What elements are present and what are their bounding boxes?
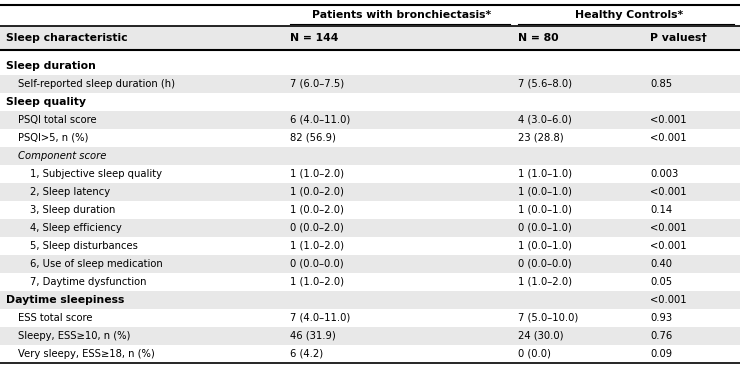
Bar bbox=[0, 345, 740, 363]
Bar bbox=[0, 75, 740, 93]
Text: 1 (1.0–2.0): 1 (1.0–2.0) bbox=[290, 169, 344, 179]
Text: 0 (0.0–0.0): 0 (0.0–0.0) bbox=[518, 259, 571, 269]
Text: Sleep quality: Sleep quality bbox=[6, 97, 86, 107]
Bar bbox=[0, 165, 740, 183]
Text: <0.001: <0.001 bbox=[650, 115, 687, 125]
Text: 1 (1.0–2.0): 1 (1.0–2.0) bbox=[518, 277, 572, 287]
Text: 0 (0.0–2.0): 0 (0.0–2.0) bbox=[290, 223, 344, 233]
Bar bbox=[0, 273, 740, 291]
Text: 23 (28.8): 23 (28.8) bbox=[518, 133, 564, 143]
Text: 0.003: 0.003 bbox=[650, 169, 679, 179]
Bar bbox=[0, 201, 740, 219]
Text: <0.001: <0.001 bbox=[650, 133, 687, 143]
Text: 1 (0.0–1.0): 1 (0.0–1.0) bbox=[518, 205, 572, 215]
Bar bbox=[0, 255, 740, 273]
Bar bbox=[0, 57, 740, 75]
Text: Sleep characteristic: Sleep characteristic bbox=[6, 33, 127, 43]
Bar bbox=[0, 93, 740, 111]
Text: N = 144: N = 144 bbox=[290, 33, 338, 43]
Text: 1 (1.0–1.0): 1 (1.0–1.0) bbox=[518, 169, 572, 179]
Text: N = 80: N = 80 bbox=[518, 33, 559, 43]
Text: 4 (3.0–6.0): 4 (3.0–6.0) bbox=[518, 115, 572, 125]
Text: Very sleepy, ESS≥18, n (%): Very sleepy, ESS≥18, n (%) bbox=[18, 349, 155, 359]
Text: <0.001: <0.001 bbox=[650, 241, 687, 251]
Text: 24 (30.0): 24 (30.0) bbox=[518, 331, 563, 341]
Text: Sleepy, ESS≥10, n (%): Sleepy, ESS≥10, n (%) bbox=[18, 331, 130, 341]
Bar bbox=[0, 309, 740, 327]
Bar bbox=[0, 147, 740, 165]
Text: 1 (1.0–2.0): 1 (1.0–2.0) bbox=[290, 277, 344, 287]
Text: 6 (4.2): 6 (4.2) bbox=[290, 349, 323, 359]
Text: 0.14: 0.14 bbox=[650, 205, 672, 215]
Text: P values†: P values† bbox=[650, 33, 707, 43]
Text: 6, Use of sleep medication: 6, Use of sleep medication bbox=[30, 259, 163, 269]
Bar bbox=[0, 26, 740, 50]
Text: Daytime sleepiness: Daytime sleepiness bbox=[6, 295, 124, 305]
Text: PSQI total score: PSQI total score bbox=[18, 115, 97, 125]
Text: 5, Sleep disturbances: 5, Sleep disturbances bbox=[30, 241, 138, 251]
Text: Patients with bronchiectasis*: Patients with bronchiectasis* bbox=[312, 10, 491, 20]
Text: 7 (5.0–10.0): 7 (5.0–10.0) bbox=[518, 313, 578, 323]
Text: 1 (1.0–2.0): 1 (1.0–2.0) bbox=[290, 241, 344, 251]
Text: Self-reported sleep duration (h): Self-reported sleep duration (h) bbox=[18, 79, 175, 89]
Text: 0 (0.0–0.0): 0 (0.0–0.0) bbox=[290, 259, 343, 269]
Text: 0.93: 0.93 bbox=[650, 313, 672, 323]
Text: Sleep duration: Sleep duration bbox=[6, 61, 96, 71]
Text: 1 (0.0–1.0): 1 (0.0–1.0) bbox=[518, 241, 572, 251]
Bar bbox=[0, 291, 740, 309]
Text: 0.40: 0.40 bbox=[650, 259, 672, 269]
Text: 0.05: 0.05 bbox=[650, 277, 672, 287]
Text: 0 (0.0–1.0): 0 (0.0–1.0) bbox=[518, 223, 572, 233]
Text: 1 (0.0–2.0): 1 (0.0–2.0) bbox=[290, 187, 344, 197]
Text: 0 (0.0): 0 (0.0) bbox=[518, 349, 551, 359]
Text: 1 (0.0–1.0): 1 (0.0–1.0) bbox=[518, 187, 572, 197]
Text: <0.001: <0.001 bbox=[650, 295, 687, 305]
Text: PSQI>5, n (%): PSQI>5, n (%) bbox=[18, 133, 88, 143]
Text: 7, Daytime dysfunction: 7, Daytime dysfunction bbox=[30, 277, 147, 287]
Text: Healthy Controls*: Healthy Controls* bbox=[575, 10, 683, 20]
Text: Component score: Component score bbox=[18, 151, 107, 161]
Text: ESS total score: ESS total score bbox=[18, 313, 93, 323]
Bar bbox=[0, 183, 740, 201]
Text: 3, Sleep duration: 3, Sleep duration bbox=[30, 205, 115, 215]
Text: 7 (5.6–8.0): 7 (5.6–8.0) bbox=[518, 79, 572, 89]
Text: <0.001: <0.001 bbox=[650, 187, 687, 197]
Bar bbox=[0, 237, 740, 255]
Bar bbox=[0, 111, 740, 129]
Text: 46 (31.9): 46 (31.9) bbox=[290, 331, 336, 341]
Text: 0.76: 0.76 bbox=[650, 331, 672, 341]
Text: <0.001: <0.001 bbox=[650, 223, 687, 233]
Text: 0.09: 0.09 bbox=[650, 349, 672, 359]
Text: 0.85: 0.85 bbox=[650, 79, 672, 89]
Text: 1, Subjective sleep quality: 1, Subjective sleep quality bbox=[30, 169, 162, 179]
Bar bbox=[0, 129, 740, 147]
Bar bbox=[0, 219, 740, 237]
Bar bbox=[0, 327, 740, 345]
Text: 2, Sleep latency: 2, Sleep latency bbox=[30, 187, 110, 197]
Text: 82 (56.9): 82 (56.9) bbox=[290, 133, 336, 143]
Text: 4, Sleep efficiency: 4, Sleep efficiency bbox=[30, 223, 122, 233]
Text: 7 (4.0–11.0): 7 (4.0–11.0) bbox=[290, 313, 350, 323]
Text: 6 (4.0–11.0): 6 (4.0–11.0) bbox=[290, 115, 350, 125]
Text: 1 (0.0–2.0): 1 (0.0–2.0) bbox=[290, 205, 344, 215]
Text: 7 (6.0–7.5): 7 (6.0–7.5) bbox=[290, 79, 344, 89]
